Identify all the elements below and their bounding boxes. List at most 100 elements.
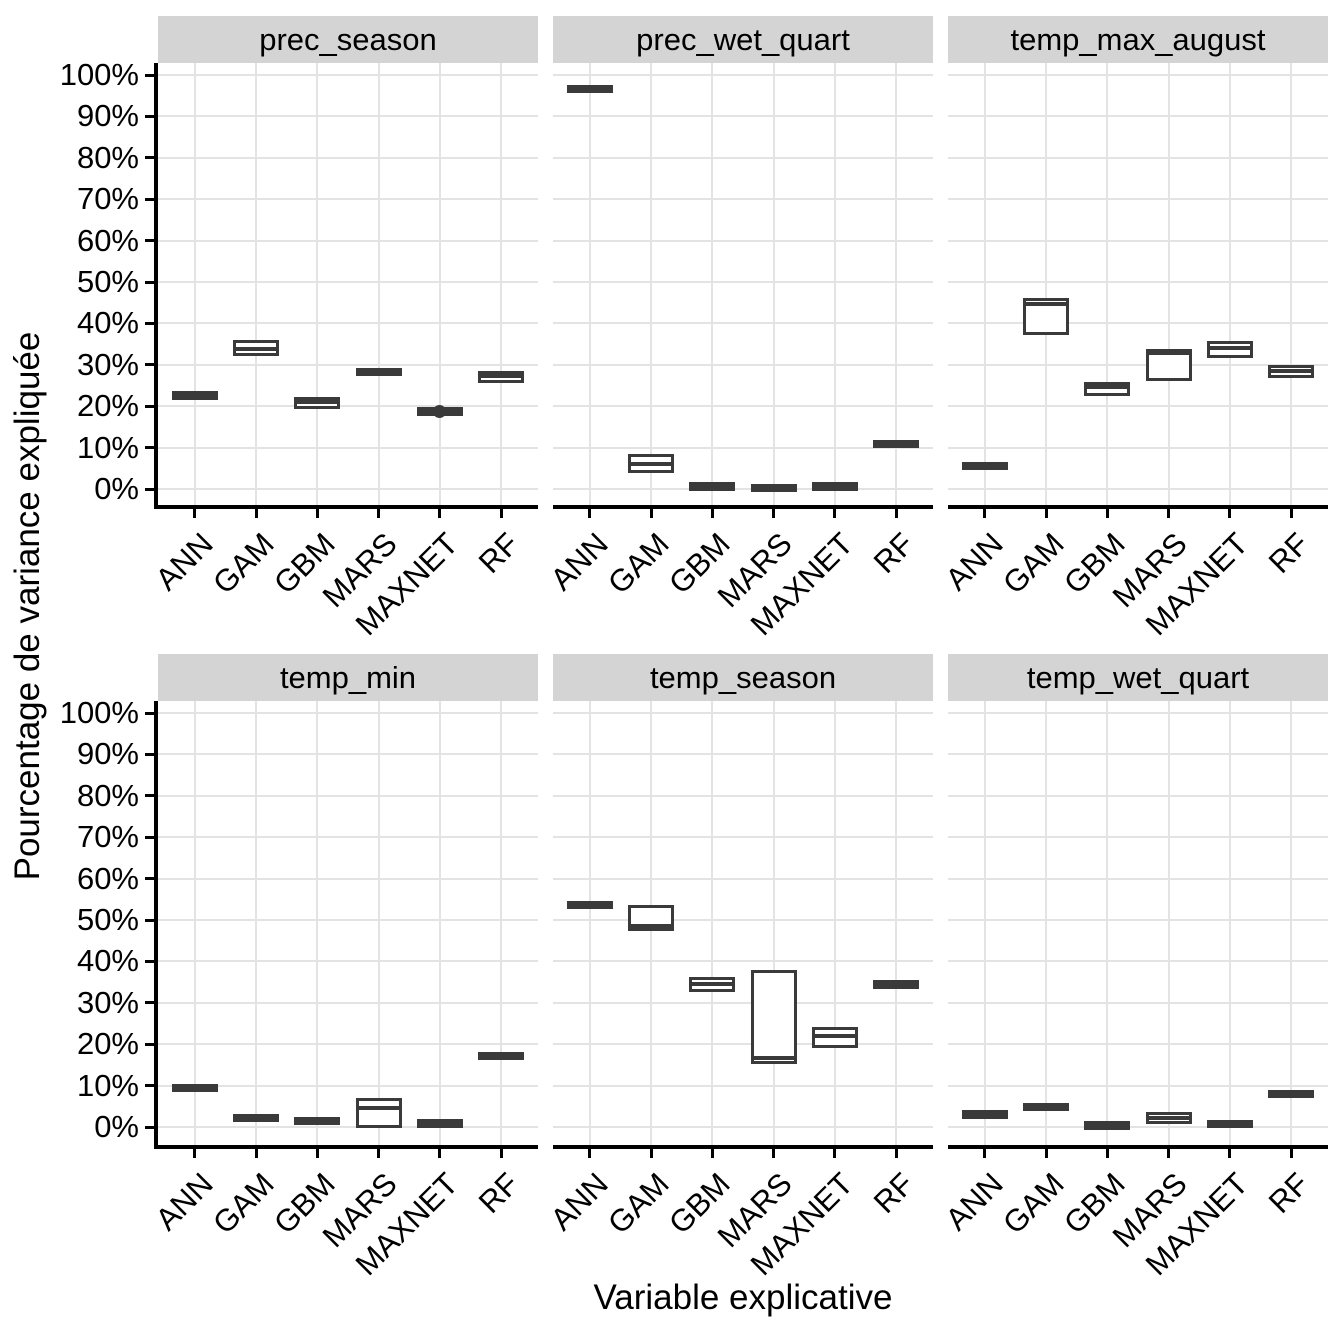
x-tick [438,1149,442,1158]
gridline-h [158,239,538,242]
median-line [566,903,613,908]
x-tick [193,1149,197,1158]
gridline-v [895,701,898,1145]
gridline-h [948,281,1328,283]
gridline-h [553,281,933,283]
gridline-v [316,63,319,505]
gridline-v [895,63,898,505]
y-tick [145,794,154,798]
gridline-h [158,1126,538,1128]
x-tick [710,1149,714,1158]
y-tick-label: 60% [76,860,139,896]
x-tick [710,509,714,518]
gridline-v [650,63,653,505]
gridline-h [553,919,933,921]
median-line [1023,302,1070,307]
gridline-v [377,63,380,505]
gridline-h [948,836,1328,839]
gridline-v [193,701,196,1145]
gridline-h [553,1084,933,1087]
gridline-h [553,836,933,839]
gridline-v [711,63,714,505]
y-tick-label: 40% [76,943,139,979]
y-tick [145,711,154,715]
x-tick [254,509,258,518]
x-tick [588,1149,592,1158]
x-tick [983,509,987,518]
y-tick-label: 20% [76,388,139,424]
facet-strip-label: prec_season [259,22,437,57]
gridline-h [948,794,1328,797]
gridline-h [948,322,1328,325]
gridline-h [158,1001,538,1004]
gridline-h [948,753,1328,756]
x-tick [1167,509,1171,518]
y-tick [145,280,154,284]
y-tick-label: 90% [76,98,139,134]
gridline-v [1045,701,1048,1145]
x-tick [983,1149,987,1158]
x-tick [649,509,653,518]
gridline-v [500,701,503,1145]
gridline-h [158,919,538,921]
gridline-h [948,446,1328,449]
gridline-h [158,712,538,714]
median-line [873,982,920,987]
gridline-h [948,712,1328,714]
gridline-h [553,405,933,408]
facet-strip-label: temp_wet_quart [1026,660,1250,695]
gridline-h [158,363,538,366]
y-tick-label: 90% [76,736,139,772]
gridline-h [948,198,1328,201]
gridline-h [158,281,538,283]
gridline-v [500,63,503,505]
x-tick [193,509,197,518]
facet-strip-label: temp_max_august [1010,22,1266,57]
y-tick [145,239,154,243]
x-tick [254,1149,258,1158]
median-line [233,346,280,351]
y-tick-label: 70% [76,819,139,855]
median-line [811,484,858,489]
gridline-h [553,1001,933,1004]
median-line [1023,1105,1070,1110]
gridline-v [193,63,196,505]
x-axis-line [154,1145,538,1149]
gridline-h [158,794,538,797]
y-tick-label: 50% [76,264,139,299]
facet-strip [553,16,933,63]
x-tick [1228,509,1232,518]
gridline-h [553,198,933,201]
median-line [628,462,675,467]
y-tick-label: 60% [76,222,139,258]
y-tick [145,487,154,491]
gridline-h [948,156,1328,159]
gridline-h [158,115,538,118]
median-line [961,463,1008,468]
y-tick-label: 70% [76,181,139,217]
gridline-h [158,156,538,159]
gridline-h [553,712,933,714]
gridline-h [948,1126,1328,1128]
y-tick-label: 80% [76,139,139,175]
gridline-h [158,198,538,201]
median-line [811,1034,858,1039]
x-tick [499,1149,503,1158]
median-line [233,1115,280,1120]
facet-strip-label: temp_season [649,660,837,695]
y-tick [145,197,154,201]
y-tick [145,959,154,963]
gridline-h [158,753,538,756]
gridline-h [158,446,538,449]
median-line [1084,1123,1131,1128]
gridline-v [1228,63,1231,505]
x-tick [1105,1149,1109,1158]
gridline-h [553,74,933,76]
y-tick-label: 20% [76,1026,139,1062]
x-tick [588,509,592,518]
x-tick [1289,509,1293,518]
y-tick-label: 100% [59,57,139,92]
x-axis-title: Variable explicative [593,1278,893,1317]
